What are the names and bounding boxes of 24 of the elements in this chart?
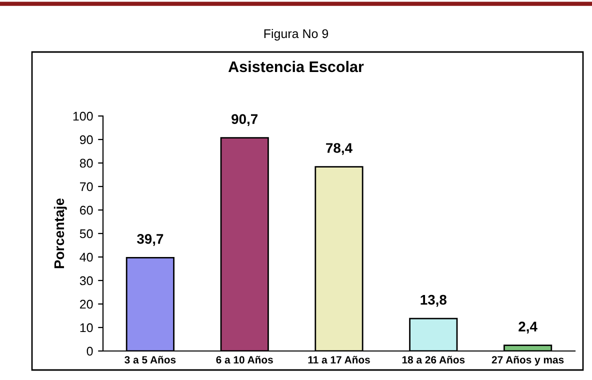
x-tick-label: 3 a 5 Años [124,356,176,364]
data-label: 39,7 [137,234,164,246]
chart-title: Asistencia Escolar [228,60,364,72]
y-tick-label: 100 [73,112,93,121]
y-tick-label: 90 [80,135,93,144]
y-tick-label: 50 [80,229,93,238]
x-tick-label: 11 a 17 Años [308,356,370,364]
y-tick-label: 0 [86,346,93,356]
x-tick-label: 27 Años y mas [492,356,564,366]
y-tick-label: 60 [80,206,93,215]
data-label: 2,4 [518,322,538,334]
y-tick-label: 30 [80,276,93,286]
data-label: 90,7 [232,114,258,126]
text: Figura No 9 [264,28,328,41]
y-axis-title: Porcentaje [54,198,67,268]
x-tick-label: 18 a 26 Años [402,356,465,364]
y-tick-label: 10 [80,323,93,332]
data-label: 78,4 [326,143,352,155]
x-tick-label: 6 a 10 Años [216,356,273,364]
y-tick-label: 40 [80,252,93,262]
y-tick-label: 80 [80,158,93,168]
y-tick-label: 70 [80,182,93,192]
data-label: 13,8 [420,294,446,307]
y-tick-label: 20 [80,300,93,309]
